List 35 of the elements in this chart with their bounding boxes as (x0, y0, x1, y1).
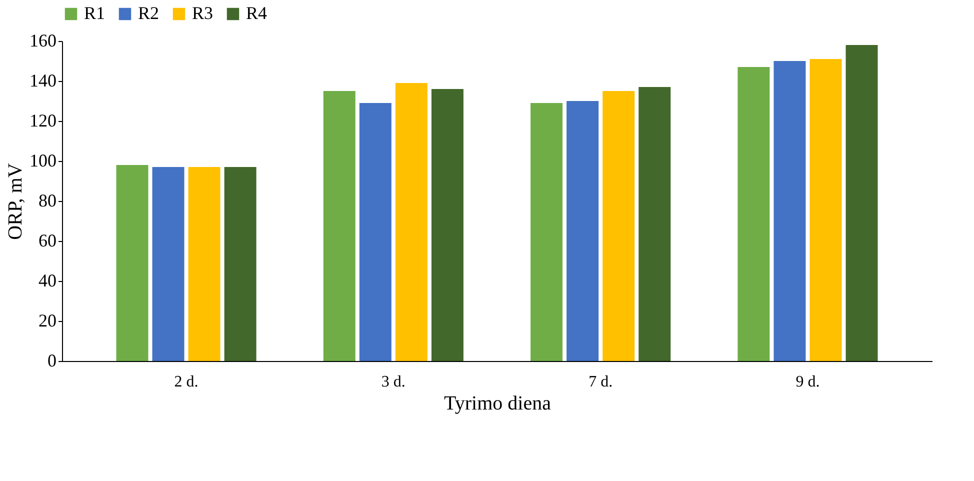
bar (188, 167, 220, 361)
x-tick-label: 2 d. (174, 374, 198, 390)
x-tick-label: 7 d. (588, 374, 613, 390)
y-tick-label: 160 (30, 30, 56, 50)
y-tick-label: 120 (30, 110, 56, 130)
bar (152, 167, 184, 361)
bar (846, 45, 878, 361)
legend-label: R1 (84, 3, 106, 23)
bar (530, 103, 563, 361)
y-tick-label: 100 (30, 150, 56, 170)
x-tick-label: 9 d. (796, 374, 820, 390)
bar (431, 89, 464, 361)
bar (602, 91, 635, 361)
bar (638, 87, 671, 361)
bar (359, 103, 392, 361)
legend-label: R2 (138, 3, 160, 23)
bar (323, 91, 356, 361)
bar (810, 59, 842, 361)
bar (566, 101, 599, 361)
legend-label: R3 (192, 3, 214, 23)
y-tick-label: 140 (30, 70, 56, 90)
y-tick-label: 60 (38, 230, 56, 250)
bar (224, 167, 256, 361)
y-tick-label: 80 (38, 190, 56, 210)
x-axis-title: Tyrimo diena (444, 392, 552, 414)
y-tick-label: 20 (38, 310, 56, 330)
y-tick-label: 40 (38, 270, 56, 290)
x-tick-label: 3 d. (381, 374, 406, 390)
bar (774, 61, 806, 361)
bar (395, 83, 428, 361)
bar (738, 67, 770, 361)
y-axis-title: ORP, mV (4, 162, 26, 240)
legend-label: R4 (246, 3, 268, 23)
y-tick-label: 0 (48, 350, 56, 370)
bar (116, 165, 148, 361)
